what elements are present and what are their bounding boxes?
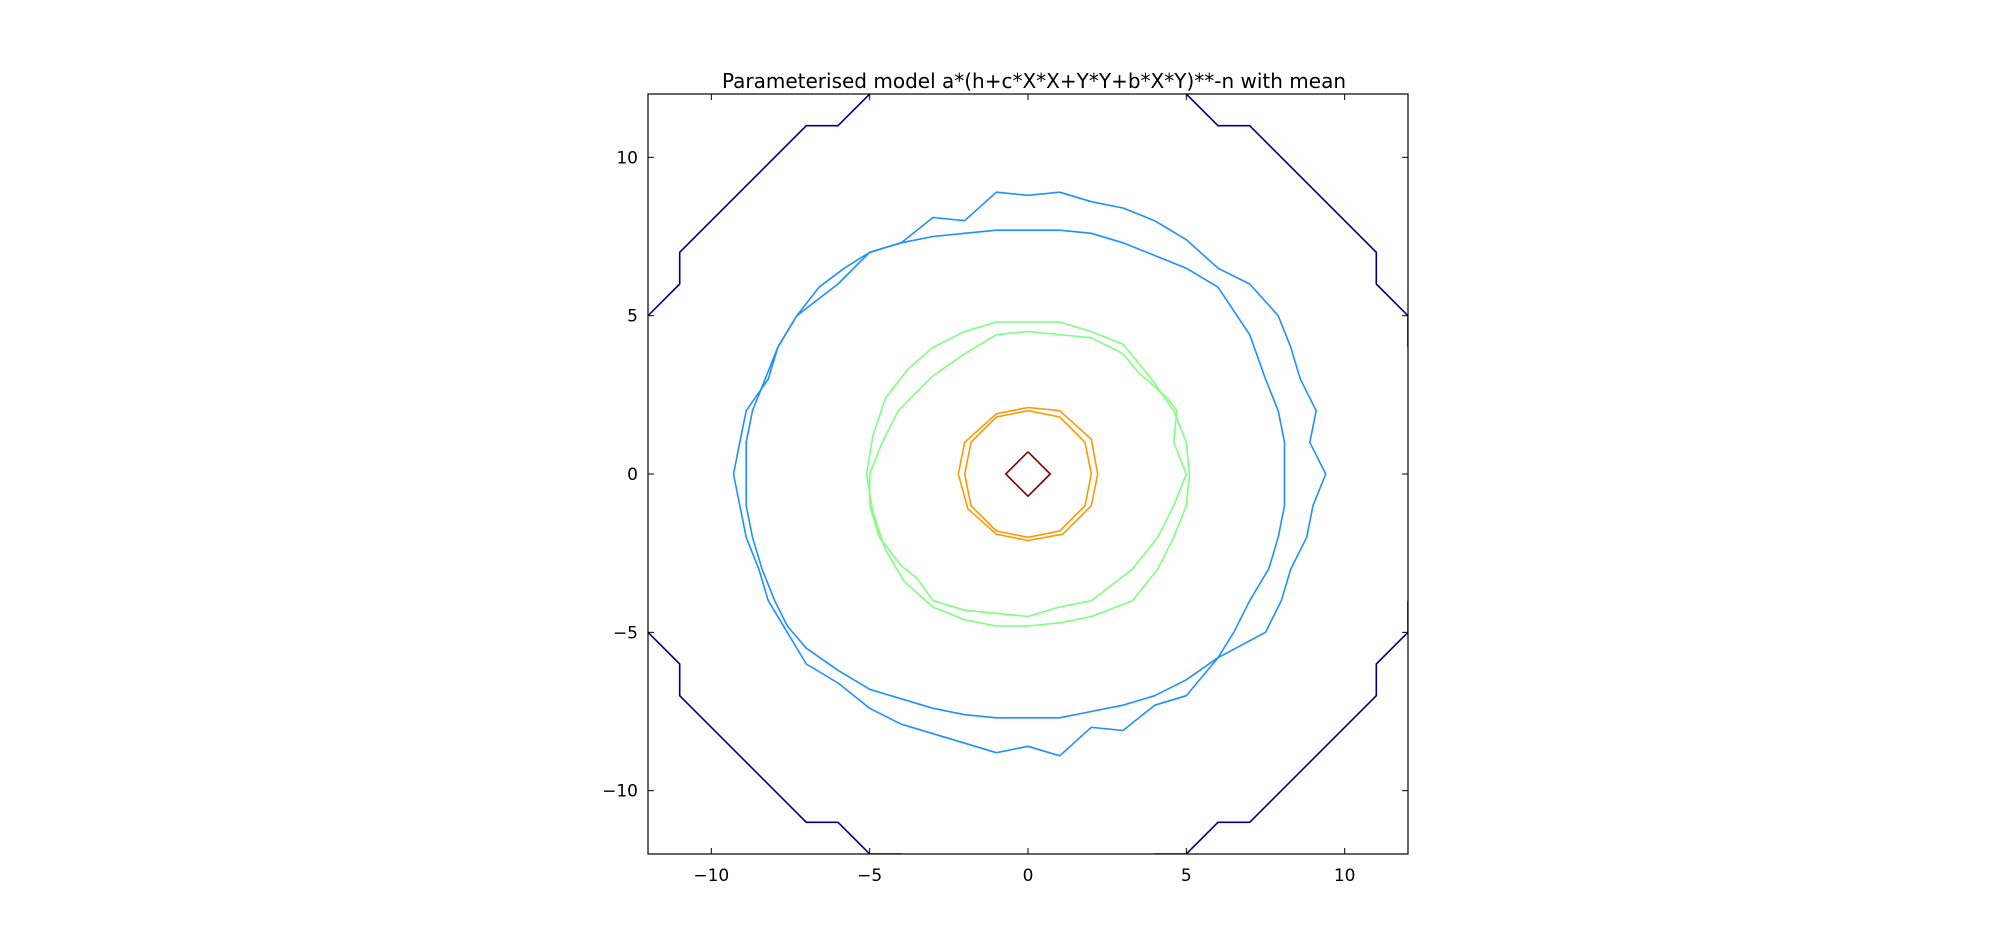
x-tick-label: 0 <box>1023 866 1034 886</box>
contour-line-0-3 <box>1154 600 1408 854</box>
x-tick-label: −10 <box>693 866 729 886</box>
y-tick-label: 5 <box>627 307 638 327</box>
contour-line-2-1 <box>868 330 1188 618</box>
contour-line-2-0 <box>865 321 1191 627</box>
contour-line-0-0 <box>648 94 871 317</box>
y-axis: −10 −5 0 5 10 <box>602 148 1408 802</box>
x-tick-label: 5 <box>1181 866 1192 886</box>
y-tick-label: 10 <box>616 148 638 168</box>
contour-line-1-0 <box>745 229 1286 719</box>
x-tick-label: −5 <box>857 866 882 886</box>
contour-line-0-1 <box>1185 94 1408 348</box>
contour-line-0-2 <box>648 631 902 854</box>
contour-line-3-0 <box>957 406 1099 542</box>
y-tick-label: 0 <box>627 465 638 485</box>
contour-lines <box>648 94 1408 854</box>
contour-line-1-1 <box>732 191 1327 757</box>
x-tick-label: 10 <box>1334 866 1356 886</box>
chart-title: Parameterised model a*(h+c*X*X+Y*Y+b*X*Y… <box>722 69 1346 93</box>
plot-frame <box>647 93 1409 855</box>
y-tick-label: −10 <box>602 782 638 802</box>
x-axis: −10 −5 0 5 10 <box>693 94 1355 886</box>
contour-line-4-0 <box>1004 451 1051 498</box>
contour-line-3-1 <box>963 409 1093 539</box>
y-tick-label: −5 <box>613 623 638 643</box>
